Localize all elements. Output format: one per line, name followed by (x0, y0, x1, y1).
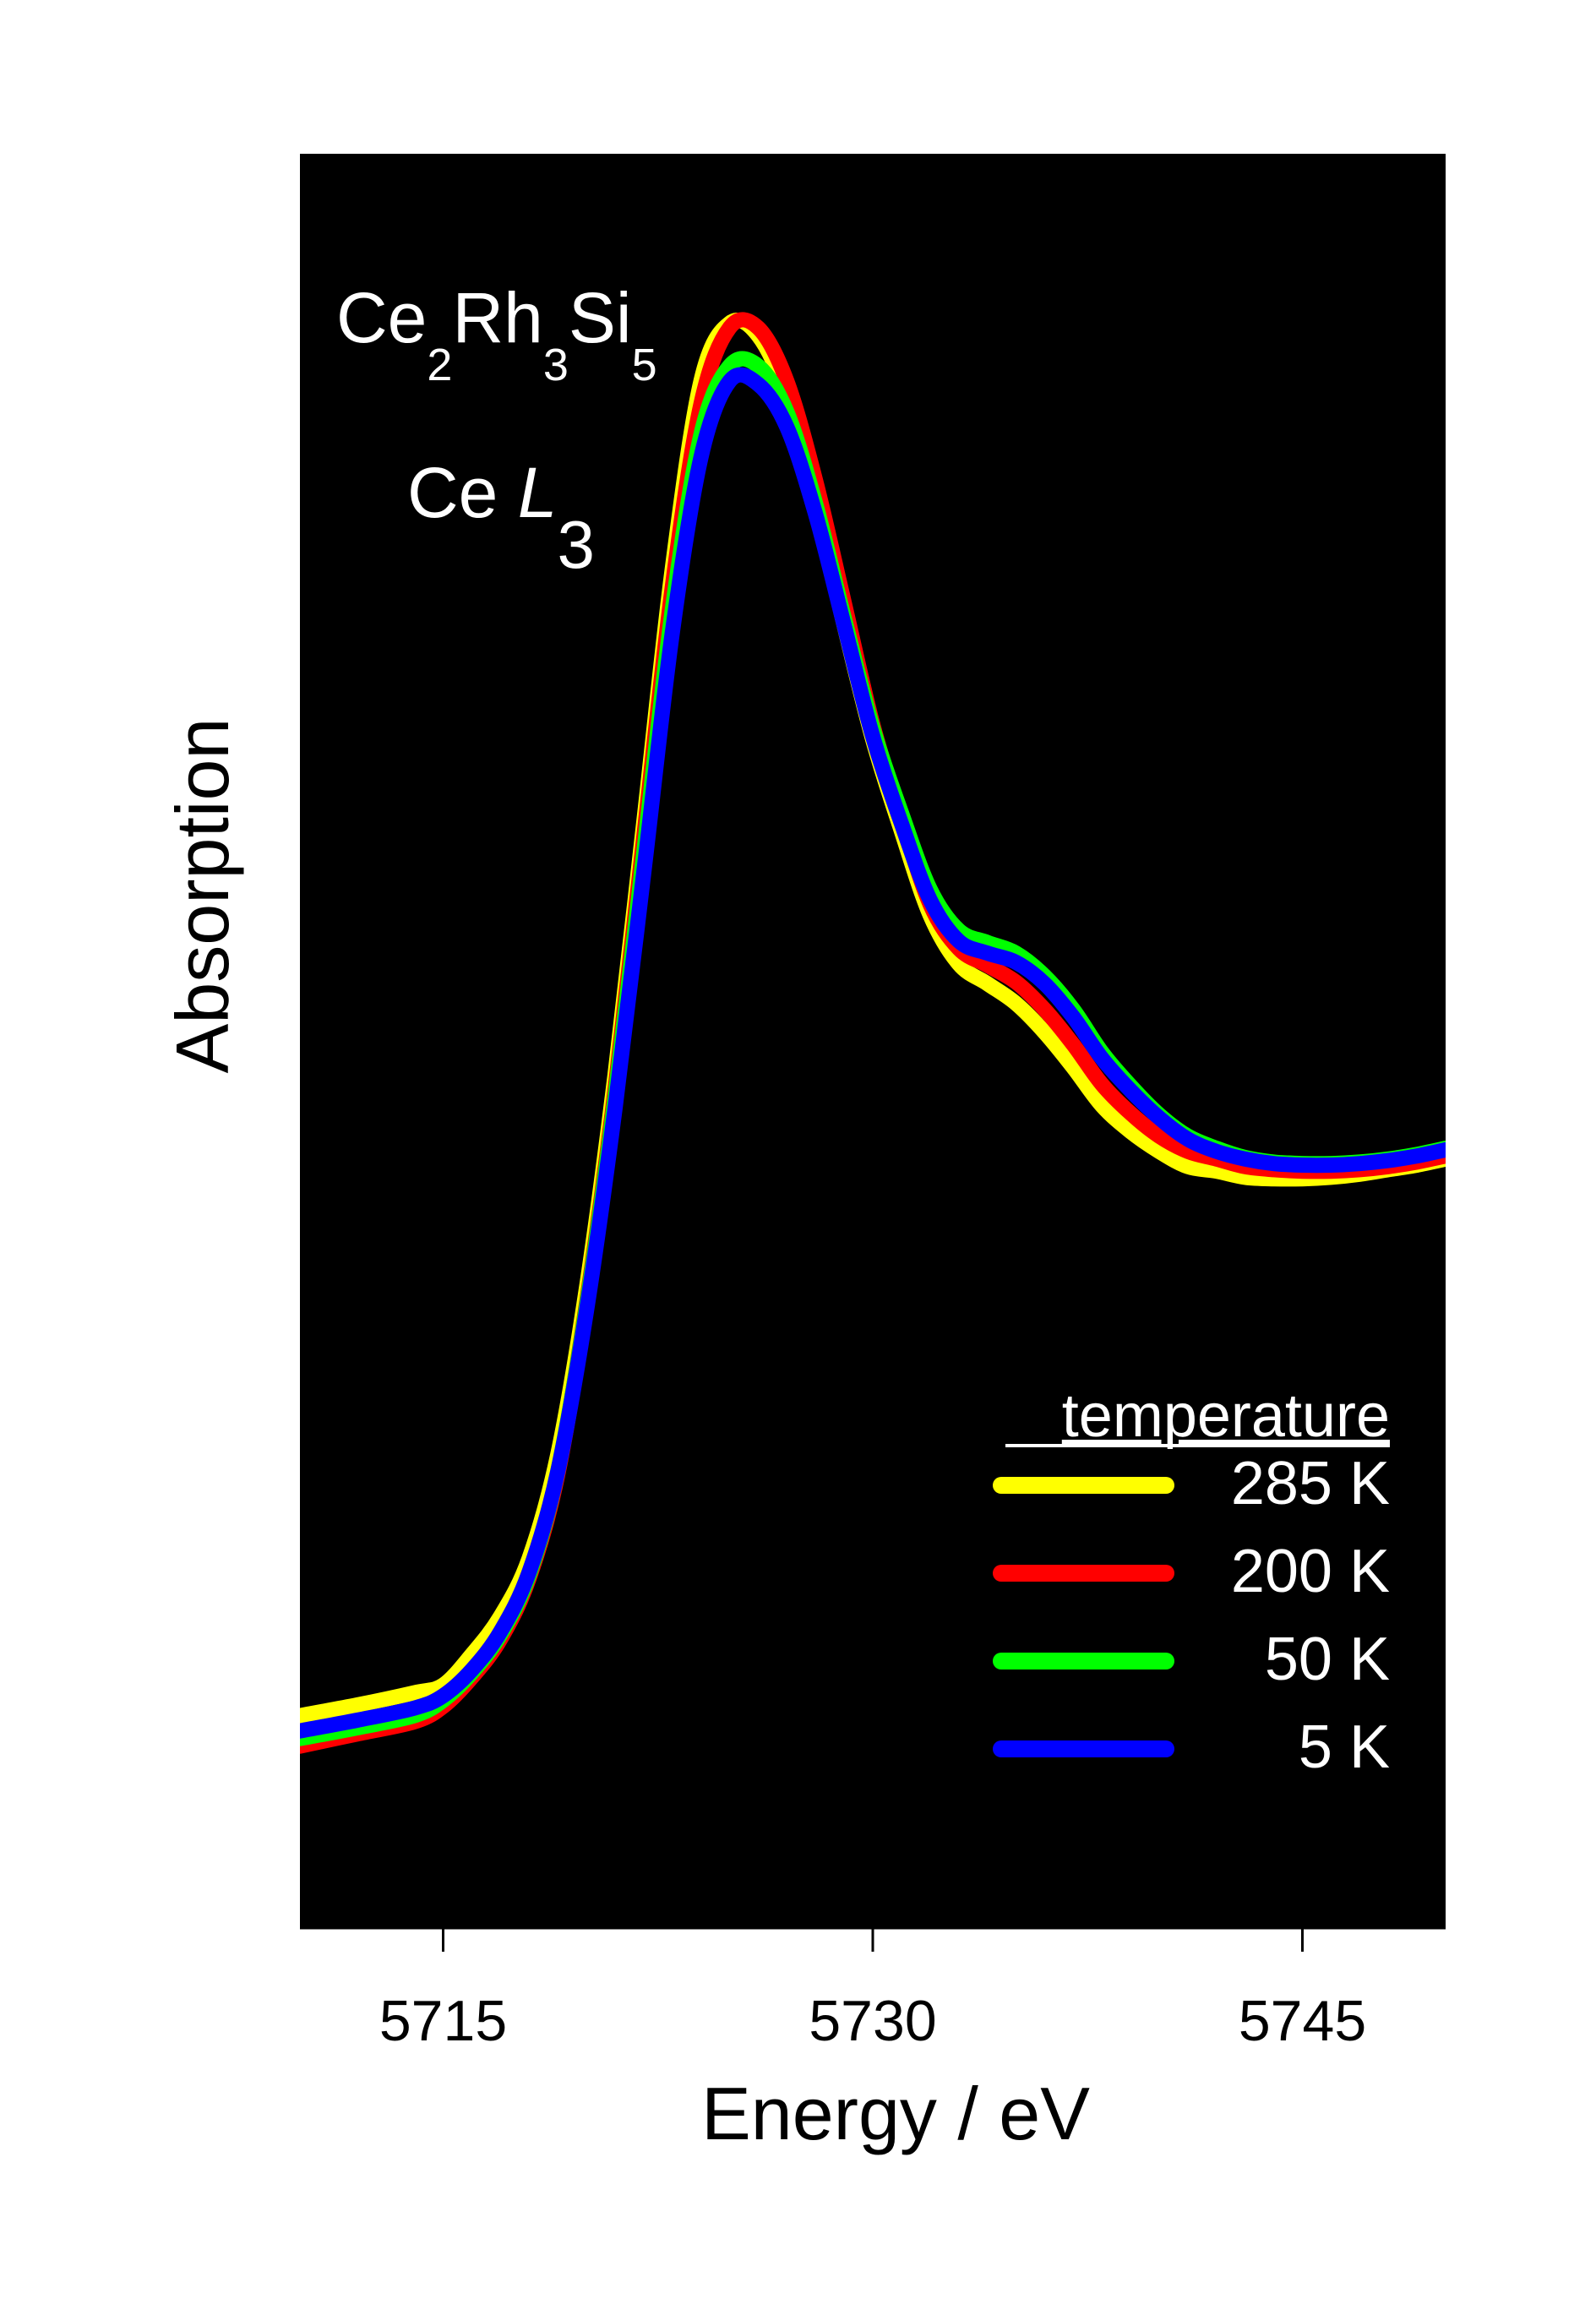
svg-text:Ce2Rh3Si5: Ce2Rh3Si5 (336, 278, 657, 390)
legend-label-1: 285 K (1231, 1450, 1390, 1517)
legend-label-3: 50 K (1265, 1626, 1390, 1693)
compound-annotation: Ce2Rh3Si5 (336, 278, 657, 390)
edge-shell: L (518, 453, 558, 532)
legend: temperature 285 K 200 K 50 K 5 K (993, 1382, 1390, 1781)
edge-element: Ce (407, 453, 498, 532)
legend-label-4: 5 K (1299, 1713, 1390, 1781)
edge-annotation: Ce L3 (407, 453, 595, 582)
compound-element-1: Ce (336, 278, 427, 357)
series-line-4 (300, 367, 1446, 1739)
x-ticks: 5715 5730 5745 (379, 1928, 1366, 2053)
compound-subscript-3: 5 (632, 340, 657, 390)
x-axis: 5715 5730 5745 (300, 1926, 1446, 2053)
x-tick-label: 5730 (809, 1989, 936, 2053)
compound-subscript-1: 2 (427, 340, 452, 390)
compound-subscript-2: 3 (543, 340, 569, 390)
compound-element-2: Rh (452, 278, 542, 357)
svg-text:Ce L3: Ce L3 (407, 453, 595, 582)
y-axis-label: Absorption (161, 718, 244, 1074)
series-layer (300, 312, 1446, 1754)
x-axis-label: Energy / eV (701, 2072, 1090, 2155)
legend-title: temperature (1062, 1382, 1390, 1450)
compound-element-3: Si (569, 278, 632, 357)
x-tick-label: 5745 (1239, 1989, 1366, 2053)
legend-label-2: 200 K (1231, 1538, 1390, 1605)
x-tick-label: 5715 (379, 1989, 507, 2053)
edge-subscript: 3 (557, 507, 595, 582)
